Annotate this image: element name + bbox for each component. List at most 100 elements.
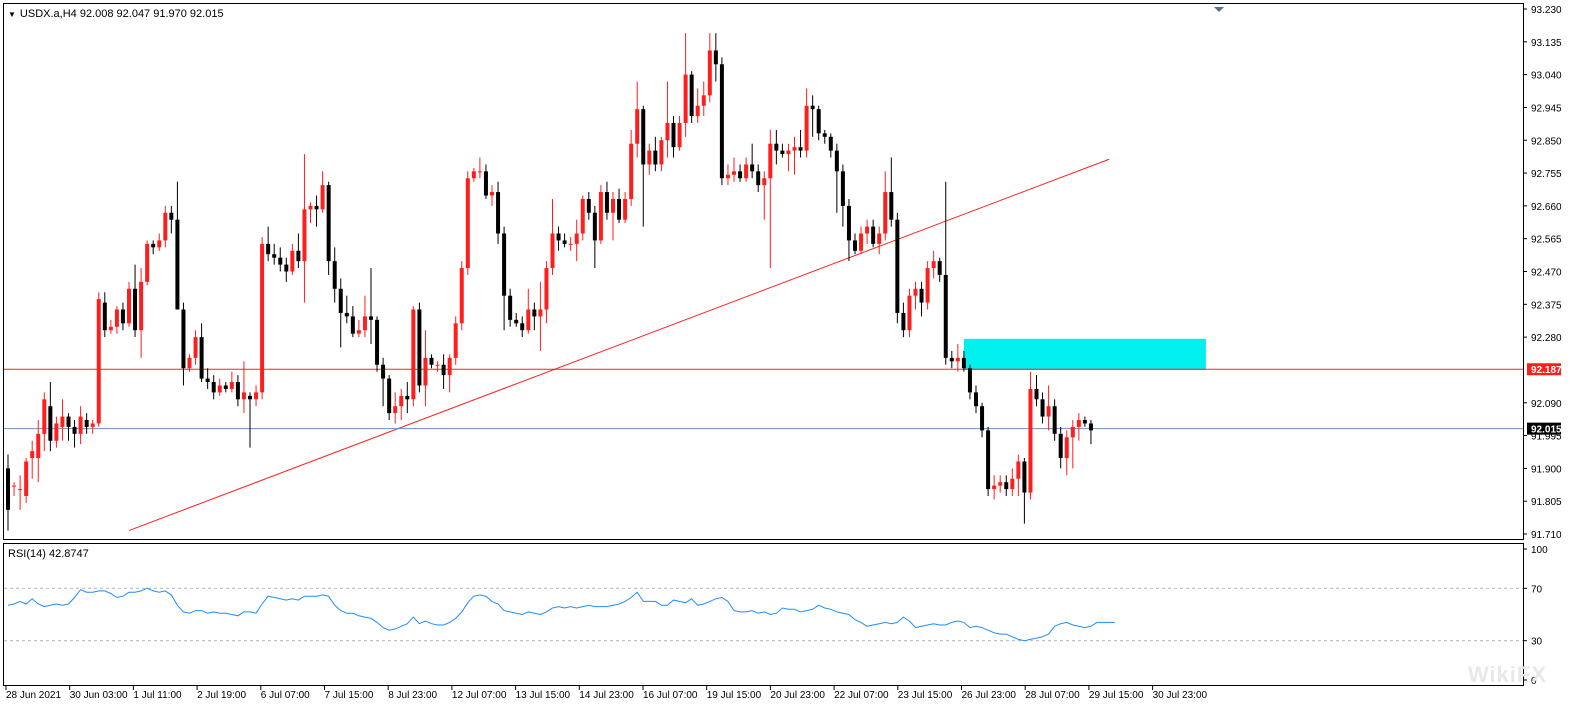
time-tick-label: 2 Jul 19:00 <box>197 690 246 701</box>
candle <box>459 261 464 331</box>
candle <box>284 257 289 282</box>
candle <box>102 292 107 338</box>
candle-body <box>943 274 948 358</box>
price-tick-label: 91.900 <box>1531 464 1562 475</box>
candle <box>254 385 259 407</box>
candle-body <box>653 150 658 165</box>
chart-shift-marker-icon[interactable] <box>1214 7 1224 12</box>
candle-body <box>229 382 234 389</box>
candle-body <box>671 122 676 148</box>
price-tick-label: 92.470 <box>1531 268 1562 279</box>
candle-body <box>399 395 404 407</box>
candle <box>659 136 664 172</box>
candle-body <box>786 150 791 155</box>
candle <box>36 420 41 483</box>
candle <box>762 171 767 220</box>
candle-body <box>423 357 428 386</box>
candle-body <box>314 205 319 210</box>
candle-body <box>483 171 488 196</box>
candle-body <box>901 312 906 331</box>
candle <box>114 306 119 334</box>
candle <box>1070 420 1075 469</box>
candle-body <box>338 288 343 313</box>
candle <box>133 264 138 338</box>
candle <box>163 205 168 248</box>
candle <box>647 143 652 175</box>
time-tick-label: 1 Jul 11:00 <box>133 690 182 701</box>
candle-body <box>60 416 65 427</box>
candle-body <box>260 243 265 393</box>
candle <box>544 261 549 324</box>
candle-body <box>641 109 646 165</box>
candle <box>937 257 942 282</box>
candle <box>490 185 494 206</box>
time-tick-label: 7 Jul 15:00 <box>325 690 374 701</box>
candle <box>719 57 724 186</box>
price-tick-label: 92.280 <box>1531 333 1562 344</box>
candle-body <box>181 309 186 369</box>
candle <box>344 295 349 324</box>
candle <box>598 185 603 244</box>
price-badges: 92.187 92.015 <box>1527 363 1562 436</box>
candle-body <box>344 312 349 317</box>
candle <box>556 226 561 251</box>
candle <box>72 420 77 448</box>
candle-body <box>955 357 960 362</box>
time-tick-label: 29 Jul 15:00 <box>1089 690 1144 701</box>
candle <box>604 181 609 220</box>
candle-body <box>120 309 125 324</box>
candle <box>919 281 924 317</box>
time-tick-label: 28 Jul 07:00 <box>1025 690 1080 701</box>
candle <box>865 219 870 244</box>
candle-body <box>490 192 494 196</box>
candle-body <box>913 288 918 296</box>
candle-body <box>925 268 930 303</box>
candle-body <box>846 205 851 241</box>
candle-body <box>254 392 259 400</box>
candle <box>943 181 948 365</box>
price-tick-label: 92.755 <box>1531 169 1562 180</box>
rsi-label: RSI(14) 42.8747 <box>8 548 89 560</box>
candle <box>961 350 966 372</box>
candle <box>18 475 23 510</box>
candle <box>483 164 488 199</box>
candle-body <box>659 140 664 165</box>
time-tick-label: 30 Jul 23:00 <box>1153 690 1208 701</box>
candle <box>24 458 29 503</box>
rsi-tick-label: 70 <box>1531 584 1543 595</box>
candle-body <box>980 406 985 431</box>
candle <box>175 181 180 310</box>
candle-body <box>514 319 519 324</box>
candle-body <box>574 233 579 244</box>
candle <box>562 233 567 248</box>
candle-body <box>12 485 17 487</box>
candle <box>738 164 743 182</box>
candle-body <box>532 309 537 317</box>
candle <box>1058 426 1063 469</box>
candle-body <box>834 150 839 172</box>
candle <box>792 136 797 175</box>
candle <box>320 171 325 213</box>
candle-body <box>568 243 573 245</box>
candle-body <box>816 109 821 134</box>
candle <box>1034 375 1039 407</box>
candle-body <box>822 133 827 137</box>
candle <box>532 302 537 331</box>
candle <box>816 105 821 141</box>
rsi-header: RSI(14) 42.8747 <box>8 548 89 560</box>
collapse-triangle-icon[interactable]: ▼ <box>8 10 16 19</box>
time-tick-label: 12 Jul 07:00 <box>452 690 507 701</box>
candle-body <box>308 205 313 210</box>
time-tick-label: 23 Jul 15:00 <box>898 690 953 701</box>
candle-body <box>810 105 815 110</box>
candle <box>508 288 513 327</box>
candle-body <box>241 392 246 400</box>
candle <box>381 357 386 407</box>
candle <box>967 364 972 400</box>
candle <box>1016 454 1021 497</box>
candle-body <box>840 171 845 206</box>
time-tick-label: 22 Jul 07:00 <box>834 690 889 701</box>
candle <box>774 129 779 165</box>
candle-body <box>556 233 561 241</box>
candle-body <box>36 433 41 459</box>
